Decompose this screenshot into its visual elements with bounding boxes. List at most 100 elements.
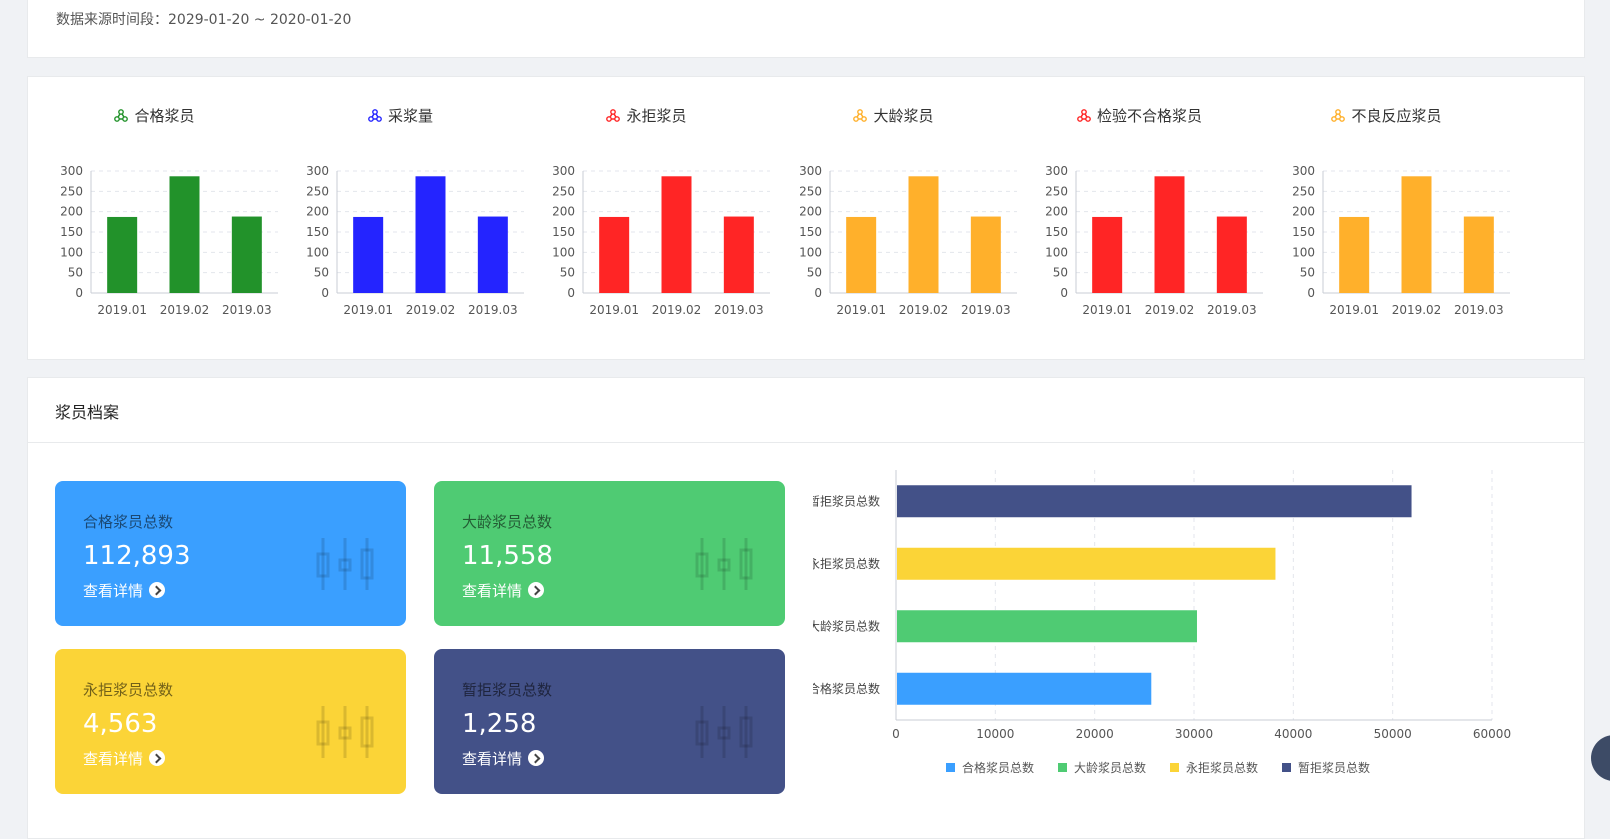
bar <box>661 176 692 293</box>
card-temporary-reject-total: 暂拒浆员总数 1,258 查看详情 <box>434 649 785 794</box>
molecule-glyph <box>114 109 129 122</box>
card-value: 112,893 <box>83 541 191 571</box>
card-permanent-reject-total: 永拒浆员总数 4,563 查看详情 <box>55 649 406 794</box>
card-value: 1,258 <box>462 709 537 739</box>
y-tick-label: 0 <box>321 286 329 300</box>
bar <box>107 216 138 293</box>
y-tick-label: 200 <box>552 205 575 219</box>
mini-chart-title-text: 大龄浆员 <box>873 107 934 125</box>
y-category-label: 永拒浆员总数 <box>813 556 880 571</box>
y-tick-label: 300 <box>1045 164 1068 178</box>
archive-title: 浆员档案 <box>55 403 120 422</box>
mini-chart-svg: 0 50 100 150 200 250 300 2019.01 2019.02 2019.03 <box>1045 164 1263 317</box>
view-details-text: 查看详情 <box>83 750 144 768</box>
molecule-icon <box>114 109 129 127</box>
bar <box>723 216 754 293</box>
bar <box>169 176 200 293</box>
candle-body <box>338 726 352 740</box>
view-details-text: 查看详情 <box>83 582 144 600</box>
y-tick-label: 250 <box>799 184 822 198</box>
view-details-link[interactable]: 查看详情 <box>83 748 166 769</box>
x-tick-label: 2019.02 <box>1392 303 1442 317</box>
mini-chart-title-text: 检验不合格浆员 <box>1096 107 1202 125</box>
y-tick-label: 150 <box>60 225 83 239</box>
mini-chart-title-text: 采浆量 <box>387 107 433 125</box>
candle-body <box>695 552 709 578</box>
candle-body <box>717 726 731 740</box>
y-tick-label: 0 <box>814 286 822 300</box>
y-tick-label: 100 <box>799 245 822 259</box>
x-tick-label: 2019.03 <box>961 303 1011 317</box>
molecule-atom <box>372 109 378 115</box>
bar <box>1092 216 1123 293</box>
mini-chart-svg: 0 50 100 150 200 250 300 2019.01 2019.02 2019.03 <box>60 164 278 317</box>
x-tick-label: 2019.02 <box>406 303 456 317</box>
y-tick-label: 0 <box>75 286 83 300</box>
view-details-link[interactable]: 查看详情 <box>462 580 545 601</box>
bar <box>231 216 262 293</box>
mini-chart-permanent-reject: 永拒浆员 0 50 100 150 200 250 300 2019.01 2019.02 201… <box>520 77 773 359</box>
card-label: 合格浆员总数 <box>83 513 174 531</box>
view-details-text: 查看详情 <box>462 750 523 768</box>
candle-body <box>717 558 731 572</box>
y-tick-label: 250 <box>1292 184 1315 198</box>
floating-action-button[interactable] <box>1591 735 1610 781</box>
molecule-glyph <box>853 109 868 122</box>
molecule-atom <box>861 116 868 122</box>
y-tick-label: 0 <box>1060 286 1068 300</box>
y-tick-label: 200 <box>799 205 822 219</box>
x-tick-label: 2019.01 <box>97 303 147 317</box>
x-tick-label: 2019.03 <box>468 303 518 317</box>
x-tick-label: 2019.03 <box>714 303 764 317</box>
molecule-atom <box>1081 109 1087 115</box>
bar <box>897 610 1197 643</box>
candle-body <box>338 558 352 572</box>
bar <box>1216 216 1247 293</box>
view-details-text: 查看详情 <box>462 582 523 600</box>
bar <box>1401 176 1432 293</box>
x-tick-label: 2019.02 <box>1145 303 1195 317</box>
molecule-atom <box>610 109 617 115</box>
chevron-right-icon <box>149 582 166 598</box>
card-label: 暂拒浆员总数 <box>462 681 553 699</box>
y-tick-label: 200 <box>1292 205 1315 219</box>
mini-chart-collection: 采浆量 0 50 100 150 200 250 300 2019.01 2019.02 2019… <box>274 77 527 359</box>
legend-label: 合格浆员总数 <box>962 760 1034 775</box>
x-tick-label: 60000 <box>1473 727 1511 741</box>
x-tick-label: 2019.02 <box>899 303 949 317</box>
y-tick-label: 50 <box>1053 266 1068 280</box>
y-tick-label: 300 <box>60 164 83 178</box>
y-tick-label: 200 <box>1045 205 1068 219</box>
molecule-icon <box>606 109 621 127</box>
y-tick-label: 100 <box>1292 245 1315 259</box>
molecule-icon <box>1331 109 1346 127</box>
bar <box>1339 216 1370 293</box>
legend-swatch <box>946 763 955 772</box>
y-category-label: 暂拒浆员总数 <box>813 493 880 508</box>
y-tick-label: 100 <box>306 245 329 259</box>
molecule-atom <box>1331 116 1338 122</box>
molecule-atom <box>122 116 129 122</box>
candle-body <box>316 720 330 746</box>
y-category-label: 合格浆员总数 <box>813 681 880 696</box>
archive-header: 浆员档案 <box>28 378 1584 443</box>
bar <box>1463 216 1494 293</box>
x-tick-label: 2019.03 <box>1207 303 1257 317</box>
y-tick-label: 250 <box>60 184 83 198</box>
molecule-atom <box>1339 116 1346 122</box>
x-tick-label: 2019.01 <box>1082 303 1132 317</box>
legend-swatch <box>1170 763 1179 772</box>
y-category-label: 大龄浆员总数 <box>813 618 880 633</box>
mini-chart-title-text: 不良反应浆员 <box>1351 107 1442 125</box>
view-details-link[interactable]: 查看详情 <box>462 748 545 769</box>
y-tick-label: 100 <box>60 245 83 259</box>
y-tick-label: 300 <box>799 164 822 178</box>
candlestick-icon <box>316 706 374 758</box>
legend-swatch <box>1282 763 1291 772</box>
x-tick-label: 2019.01 <box>589 303 639 317</box>
x-tick-label: 2019.02 <box>160 303 210 317</box>
mini-chart-svg: 0 50 100 150 200 250 300 2019.01 2019.02 2019.03 <box>306 164 524 317</box>
y-tick-label: 0 <box>1307 286 1315 300</box>
y-tick-label: 150 <box>799 225 822 239</box>
view-details-link[interactable]: 查看详情 <box>83 580 166 601</box>
